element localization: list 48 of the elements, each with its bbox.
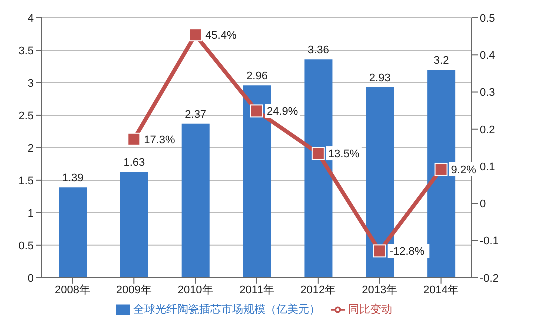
data-label: 1.39 — [62, 172, 84, 185]
y-tick-label: 2 — [28, 142, 34, 155]
x-tick-label: 2010年 — [178, 284, 214, 297]
y-tick-label: 1 — [28, 208, 34, 220]
legend-label: 同比变动 — [348, 304, 392, 316]
y-tick-label: 3 — [28, 78, 34, 90]
bar — [182, 124, 210, 278]
data-label: 1.63 — [124, 156, 146, 169]
x-tick-label: 2013年 — [362, 284, 398, 297]
point — [312, 147, 325, 160]
data-label: 2.37 — [185, 108, 207, 121]
data-label: 45.4% — [206, 30, 237, 42]
bar — [120, 172, 148, 278]
data-label: -12.8% — [390, 246, 425, 258]
point — [373, 244, 386, 258]
y2-tick-label: 0.2 — [480, 124, 496, 136]
y2-tick-label: 0.4 — [480, 50, 496, 62]
point — [189, 28, 202, 42]
y-tick-label: 1.5 — [18, 175, 34, 188]
point — [250, 104, 264, 118]
y2-tick-label: 0.5 — [480, 12, 496, 25]
y-tick-label: 2.5 — [18, 110, 34, 122]
y-tick-label: 0 — [28, 272, 34, 285]
x-tick-label: 2014年 — [424, 284, 460, 297]
x-tick-label: 2012年 — [300, 284, 336, 297]
data-label: 3.36 — [308, 44, 330, 57]
data-label: 2.96 — [246, 70, 268, 83]
x-tick-label: 2009年 — [116, 284, 152, 297]
y-tick-label: 4 — [28, 12, 34, 25]
data-label: 13.5% — [328, 148, 360, 161]
y2-tick-label: 0.1 — [480, 161, 496, 174]
y-tick-label: 3.5 — [18, 45, 34, 58]
point — [434, 162, 448, 176]
bar — [59, 188, 87, 278]
legend-label: 全球光纤陶瓷插芯市场规模（亿美元） — [134, 304, 320, 316]
y2-tick-label: -0.2 — [480, 272, 499, 285]
data-label: 2.93 — [369, 72, 391, 85]
data-label: 17.3% — [144, 134, 176, 146]
point — [128, 132, 141, 146]
y-tick-label: 0.5 — [18, 240, 34, 252]
y2-tick-label: -0.1 — [480, 236, 499, 248]
y2-tick-label: 0 — [480, 198, 486, 211]
data-label: 24.9% — [267, 106, 298, 118]
x-tick-label: 2008年 — [54, 284, 90, 297]
x-tick-label: 2011年 — [240, 284, 274, 297]
data-label: 9.2% — [451, 164, 477, 176]
data-label: 3.2 — [434, 54, 450, 67]
y2-tick-label: 0.3 — [480, 87, 496, 100]
